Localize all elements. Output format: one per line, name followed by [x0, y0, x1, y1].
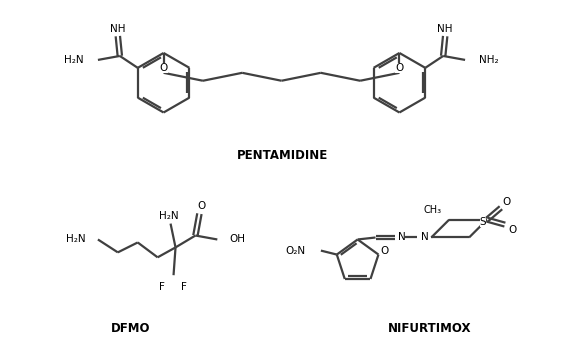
Text: O: O	[160, 63, 168, 73]
Text: NH₂: NH₂	[479, 55, 499, 65]
Text: N: N	[422, 232, 429, 243]
Text: H₂N: H₂N	[66, 235, 86, 245]
Text: H₂N: H₂N	[65, 55, 84, 65]
Text: F: F	[181, 282, 186, 292]
Text: S: S	[480, 217, 486, 227]
Text: DFMO: DFMO	[111, 322, 151, 335]
Text: NH: NH	[438, 24, 453, 34]
Text: O: O	[198, 201, 205, 211]
Text: H₂N: H₂N	[158, 211, 178, 221]
Text: O: O	[509, 224, 517, 235]
Text: CH₃: CH₃	[423, 205, 441, 215]
Text: F: F	[158, 282, 165, 292]
Text: OH: OH	[229, 235, 245, 245]
Text: N: N	[397, 232, 405, 243]
Text: O: O	[395, 63, 404, 73]
Text: O: O	[380, 246, 388, 255]
Text: PENTAMIDINE: PENTAMIDINE	[237, 149, 329, 162]
Text: NH: NH	[110, 24, 126, 34]
Text: O₂N: O₂N	[286, 246, 306, 255]
Text: O: O	[503, 197, 511, 207]
Text: NIFURTIMOX: NIFURTIMOX	[388, 322, 471, 335]
